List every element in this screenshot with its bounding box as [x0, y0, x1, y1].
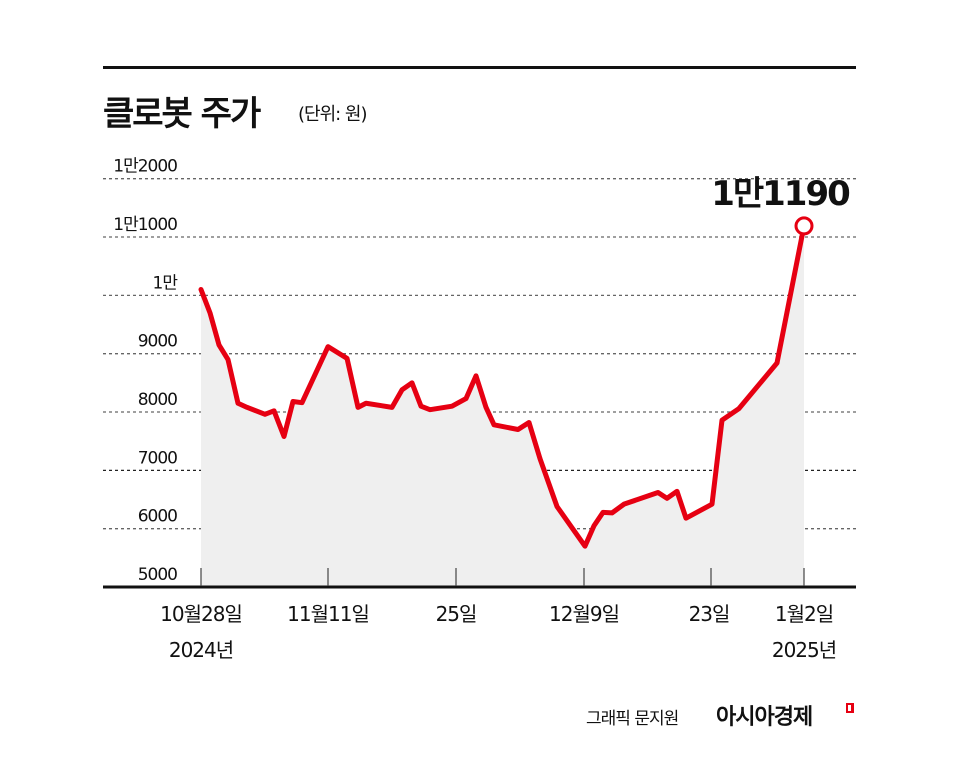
last-value-label: 1만1190 — [711, 174, 850, 214]
y-tick-label: 6000 — [138, 507, 177, 527]
y-tick-label: 5000 — [138, 565, 177, 585]
unit-label: (단위: 원) — [298, 104, 368, 125]
y-tick-label: 8000 — [138, 390, 177, 410]
y-tick-label: 1만1000 — [113, 215, 177, 235]
x-tick-year-label: 2025년 — [772, 638, 836, 662]
y-tick-label: 1만2000 — [113, 157, 177, 177]
brand-logo: 아시아경제 — [716, 705, 813, 730]
chart-title: 클로봇 주가 — [103, 94, 261, 134]
y-tick-label: 9000 — [138, 332, 177, 352]
x-tick-label: 23일 — [689, 602, 730, 626]
x-tick-label: 12월9일 — [549, 602, 619, 626]
x-tick-label: 1월2일 — [775, 602, 833, 626]
last-point-marker — [794, 216, 814, 236]
brand-mark-icon — [846, 703, 854, 713]
x-tick-label: 25일 — [436, 602, 477, 626]
y-tick-label: 1만 — [153, 273, 179, 293]
price-line — [198, 223, 807, 549]
y-axis-labels: 1만2000 1만1000 1만 9000 8000 7000 6000 5000 — [113, 157, 179, 585]
graphic-credit: 그래픽 문지원 — [586, 709, 679, 729]
x-axis-ticks: 10월28일 2024년 11월11일 25일 12월9일 23일 1월2일 2025년 — [160, 568, 837, 662]
x-tick-label: 11월11일 — [287, 602, 369, 626]
top-rule — [103, 66, 856, 69]
x-tick-year-label: 2024년 — [169, 638, 233, 662]
y-tick-label: 7000 — [138, 448, 177, 468]
x-tick-label: 10월28일 — [160, 602, 242, 626]
